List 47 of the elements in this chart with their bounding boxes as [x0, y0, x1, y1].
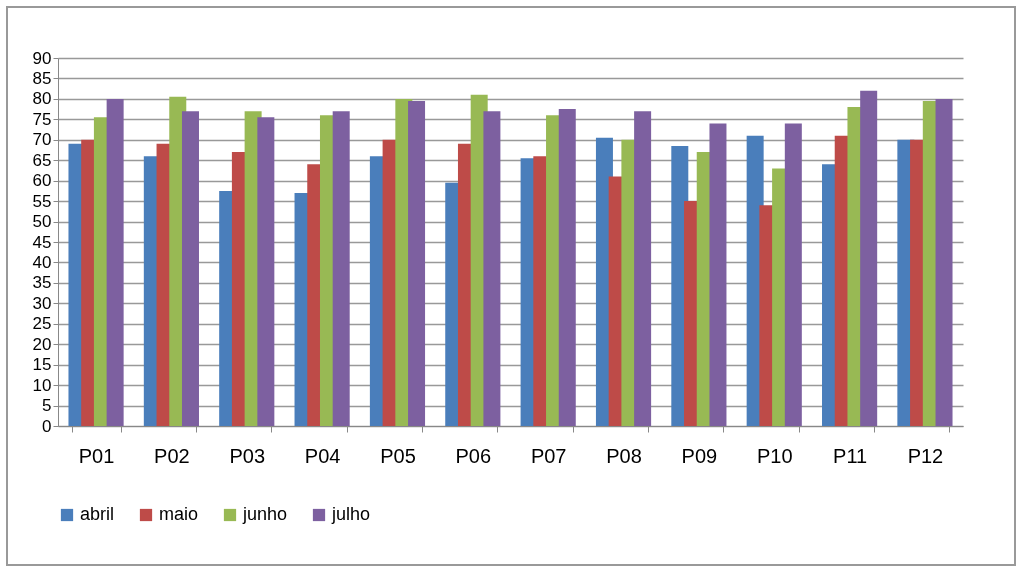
bar — [784, 123, 802, 426]
x-tick-label: P01 — [78, 444, 115, 467]
x-tick-label: P04 — [304, 444, 341, 467]
legend-label: junho — [242, 504, 288, 524]
bar — [709, 123, 727, 426]
bar — [935, 98, 953, 426]
y-tick-label: 0 — [42, 416, 52, 436]
x-tick-label: P02 — [154, 444, 190, 467]
y-tick-label: 15 — [32, 355, 52, 375]
y-tick-label: 90 — [32, 48, 52, 68]
x-tick-label: P07 — [530, 444, 567, 467]
y-tick-label: 35 — [32, 273, 52, 293]
x-tick-label: P06 — [455, 444, 492, 467]
y-tick-label: 80 — [32, 89, 52, 109]
y-tick-label: 70 — [32, 130, 52, 150]
y-tick-label: 40 — [32, 252, 52, 272]
y-tick-label: 30 — [32, 293, 52, 313]
legend-label: julho — [331, 504, 371, 524]
x-tick-label: P11 — [833, 444, 868, 467]
bar — [332, 111, 350, 426]
bar — [483, 111, 501, 426]
bar — [558, 109, 576, 426]
bar — [106, 98, 124, 426]
y-tick-label: 60 — [32, 171, 52, 191]
y-tick-label: 45 — [32, 232, 52, 252]
y-tick-label: 65 — [32, 150, 52, 170]
legend-label: maio — [159, 504, 199, 524]
bar — [634, 111, 652, 426]
x-tick-label: P08 — [606, 444, 642, 467]
x-tick-label: P09 — [681, 444, 718, 467]
bar — [181, 111, 199, 426]
x-tick-label: P03 — [229, 444, 266, 467]
bar — [860, 90, 878, 426]
y-tick-label: 50 — [32, 212, 52, 232]
x-tick-label: P05 — [380, 444, 416, 467]
x-tick-label: P10 — [756, 444, 793, 467]
y-tick-label: 25 — [32, 314, 52, 334]
y-tick-label: 20 — [32, 334, 52, 354]
y-tick-label: 75 — [32, 109, 52, 129]
bar — [257, 117, 275, 426]
y-tick-label: 55 — [32, 191, 52, 211]
legend-label: abril — [80, 504, 115, 524]
y-tick-label: 5 — [42, 396, 52, 416]
y-tick-label: 85 — [32, 68, 52, 88]
bar — [408, 100, 426, 426]
x-tick-label: P12 — [907, 444, 944, 467]
y-tick-label: 10 — [32, 375, 52, 395]
